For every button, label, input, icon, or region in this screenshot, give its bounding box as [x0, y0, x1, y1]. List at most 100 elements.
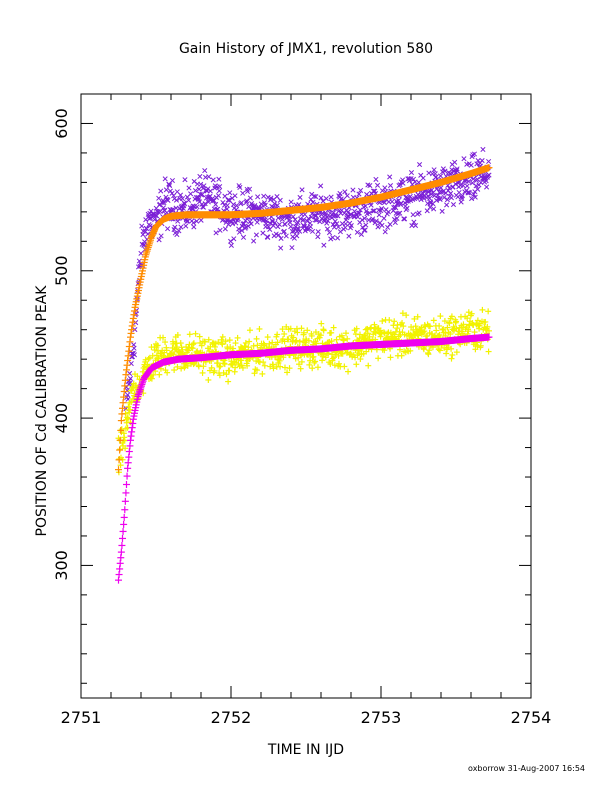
- data-point-plus: [259, 370, 266, 377]
- data-point-x: [144, 236, 150, 242]
- data-point-plus: [486, 327, 492, 334]
- data-point-x: [318, 183, 324, 189]
- data-point-x: [278, 245, 284, 251]
- fit-point: [120, 513, 128, 521]
- data-point-x: [247, 186, 253, 192]
- data-point-x: [177, 192, 184, 198]
- data-point-plus: [178, 365, 185, 372]
- data-point-plus: [184, 362, 191, 369]
- data-point-plus: [127, 406, 134, 413]
- data-point-plus: [483, 327, 490, 334]
- data-point-x: [199, 191, 205, 197]
- data-point-plus: [150, 371, 157, 378]
- data-point-plus: [309, 365, 316, 372]
- data-point-plus: [223, 371, 230, 378]
- data-point-x: [158, 188, 164, 194]
- series-2: [115, 164, 493, 474]
- data-point-plus: [300, 329, 307, 336]
- data-point-plus: [471, 329, 478, 336]
- data-point-x: [190, 220, 196, 226]
- data-point-x: [213, 201, 219, 207]
- data-point-x: [427, 204, 433, 210]
- data-point-plus: [162, 339, 169, 346]
- data-point-x: [473, 183, 479, 189]
- data-point-x: [173, 197, 180, 203]
- data-point-x: [387, 174, 393, 180]
- data-point-x: [404, 205, 410, 211]
- data-point-plus: [425, 351, 432, 358]
- data-point-plus: [322, 354, 329, 361]
- data-point-x: [355, 214, 361, 220]
- data-point-plus: [164, 369, 171, 376]
- data-point-x: [289, 245, 295, 251]
- fit-point: [122, 481, 130, 489]
- data-point-x: [158, 233, 164, 239]
- data-point-plus: [420, 329, 427, 336]
- data-point-x: [217, 184, 223, 190]
- fit-point: [118, 534, 126, 542]
- data-point-x: [154, 213, 160, 219]
- data-point-plus: [464, 315, 471, 322]
- data-point-x: [253, 232, 259, 238]
- data-point-x: [275, 215, 281, 221]
- data-point-x: [305, 215, 312, 222]
- data-point-plus: [225, 378, 232, 385]
- data-point-x: [431, 206, 437, 212]
- data-point-x: [370, 208, 376, 214]
- data-point-x: [411, 219, 417, 225]
- series-1: [115, 306, 492, 476]
- series-0: [123, 146, 492, 412]
- x-tick-label: 2752: [211, 708, 252, 727]
- data-point-x: [375, 224, 381, 230]
- data-point-x: [290, 214, 296, 220]
- data-point-x: [301, 216, 307, 223]
- data-point-x: [186, 197, 192, 203]
- fit-point: [121, 506, 129, 514]
- data-point-plus: [290, 334, 297, 341]
- y-axis-label: POSITION OF Cd CALIBRATION PEAK: [34, 285, 50, 537]
- data-point-x: [231, 236, 237, 242]
- data-point-plus: [199, 369, 206, 376]
- data-point-plus: [242, 339, 249, 346]
- data-point-x: [371, 208, 377, 214]
- data-point-plus: [208, 364, 215, 371]
- data-point-plus: [177, 340, 184, 347]
- data-point-plus: [421, 328, 428, 335]
- data-point-plus: [170, 351, 177, 358]
- data-point-plus: [277, 363, 284, 370]
- data-point-x: [302, 211, 308, 218]
- data-point-x: [198, 217, 204, 223]
- data-point-plus: [269, 339, 276, 346]
- data-point-x: [236, 229, 243, 235]
- data-point-plus: [226, 367, 233, 374]
- data-point-x: [265, 224, 272, 230]
- data-point-x: [373, 176, 379, 182]
- data-point-x: [354, 229, 360, 235]
- data-point-plus: [320, 327, 327, 334]
- data-point-plus: [312, 358, 319, 365]
- data-point-x: [379, 206, 385, 212]
- data-point-plus: [156, 371, 163, 378]
- data-point-plus: [435, 346, 442, 353]
- data-point-x: [315, 234, 321, 240]
- data-point-plus: [294, 329, 301, 336]
- data-point-x: [263, 218, 270, 224]
- data-point-plus: [329, 355, 336, 362]
- data-point-x: [227, 190, 233, 196]
- data-point-plus: [216, 363, 223, 370]
- data-point-x: [475, 186, 481, 192]
- data-point-x: [176, 228, 182, 234]
- data-point-x: [454, 166, 460, 172]
- data-point-x: [363, 222, 369, 228]
- data-point-plus: [298, 358, 305, 365]
- data-point-x: [183, 223, 189, 229]
- data-point-x: [346, 233, 352, 239]
- data-point-x: [278, 235, 284, 242]
- data-point-plus: [400, 323, 407, 330]
- data-point-x: [239, 228, 245, 234]
- x-axis-ticks: 2751 2752 2753 2754: [61, 94, 551, 727]
- data-point-plus: [253, 335, 260, 342]
- data-point-x: [412, 222, 419, 229]
- data-point-plus: [251, 370, 258, 377]
- data-point-x: [323, 196, 329, 202]
